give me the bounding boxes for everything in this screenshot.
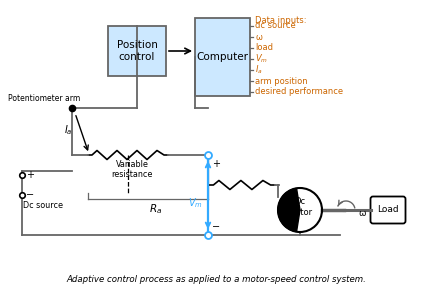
Text: $I_a$: $I_a$ bbox=[64, 123, 73, 137]
Text: $V_m$: $V_m$ bbox=[187, 196, 202, 210]
FancyBboxPatch shape bbox=[108, 26, 166, 76]
FancyBboxPatch shape bbox=[195, 18, 250, 96]
Text: ω: ω bbox=[358, 208, 365, 218]
Polygon shape bbox=[278, 188, 300, 210]
Text: Dc
motor: Dc motor bbox=[288, 197, 313, 217]
Text: Variable
resistance: Variable resistance bbox=[111, 160, 153, 179]
Text: $V_m$: $V_m$ bbox=[255, 53, 268, 65]
Text: Computer: Computer bbox=[197, 52, 249, 62]
Text: Data inputs:: Data inputs: bbox=[255, 16, 307, 25]
Text: +: + bbox=[212, 159, 220, 169]
Text: −: − bbox=[26, 190, 34, 200]
Text: load: load bbox=[255, 44, 273, 53]
Text: arm position: arm position bbox=[255, 77, 307, 86]
Text: Dc source: Dc source bbox=[23, 201, 63, 210]
Text: ω: ω bbox=[255, 32, 262, 42]
FancyBboxPatch shape bbox=[371, 197, 405, 223]
Text: +: + bbox=[26, 170, 34, 180]
Text: $R_a$: $R_a$ bbox=[149, 202, 162, 216]
Text: Adaptive control process as applied to a motor-speed control system.: Adaptive control process as applied to a… bbox=[66, 275, 366, 284]
Text: Potentiometer arm: Potentiometer arm bbox=[8, 94, 80, 103]
Text: $I_a$: $I_a$ bbox=[255, 64, 263, 76]
Polygon shape bbox=[278, 210, 300, 232]
Text: Position
control: Position control bbox=[116, 40, 158, 62]
Text: Load: Load bbox=[377, 205, 399, 214]
Text: −: − bbox=[212, 222, 220, 232]
Text: desired performance: desired performance bbox=[255, 88, 343, 97]
Text: dc source: dc source bbox=[255, 21, 296, 31]
